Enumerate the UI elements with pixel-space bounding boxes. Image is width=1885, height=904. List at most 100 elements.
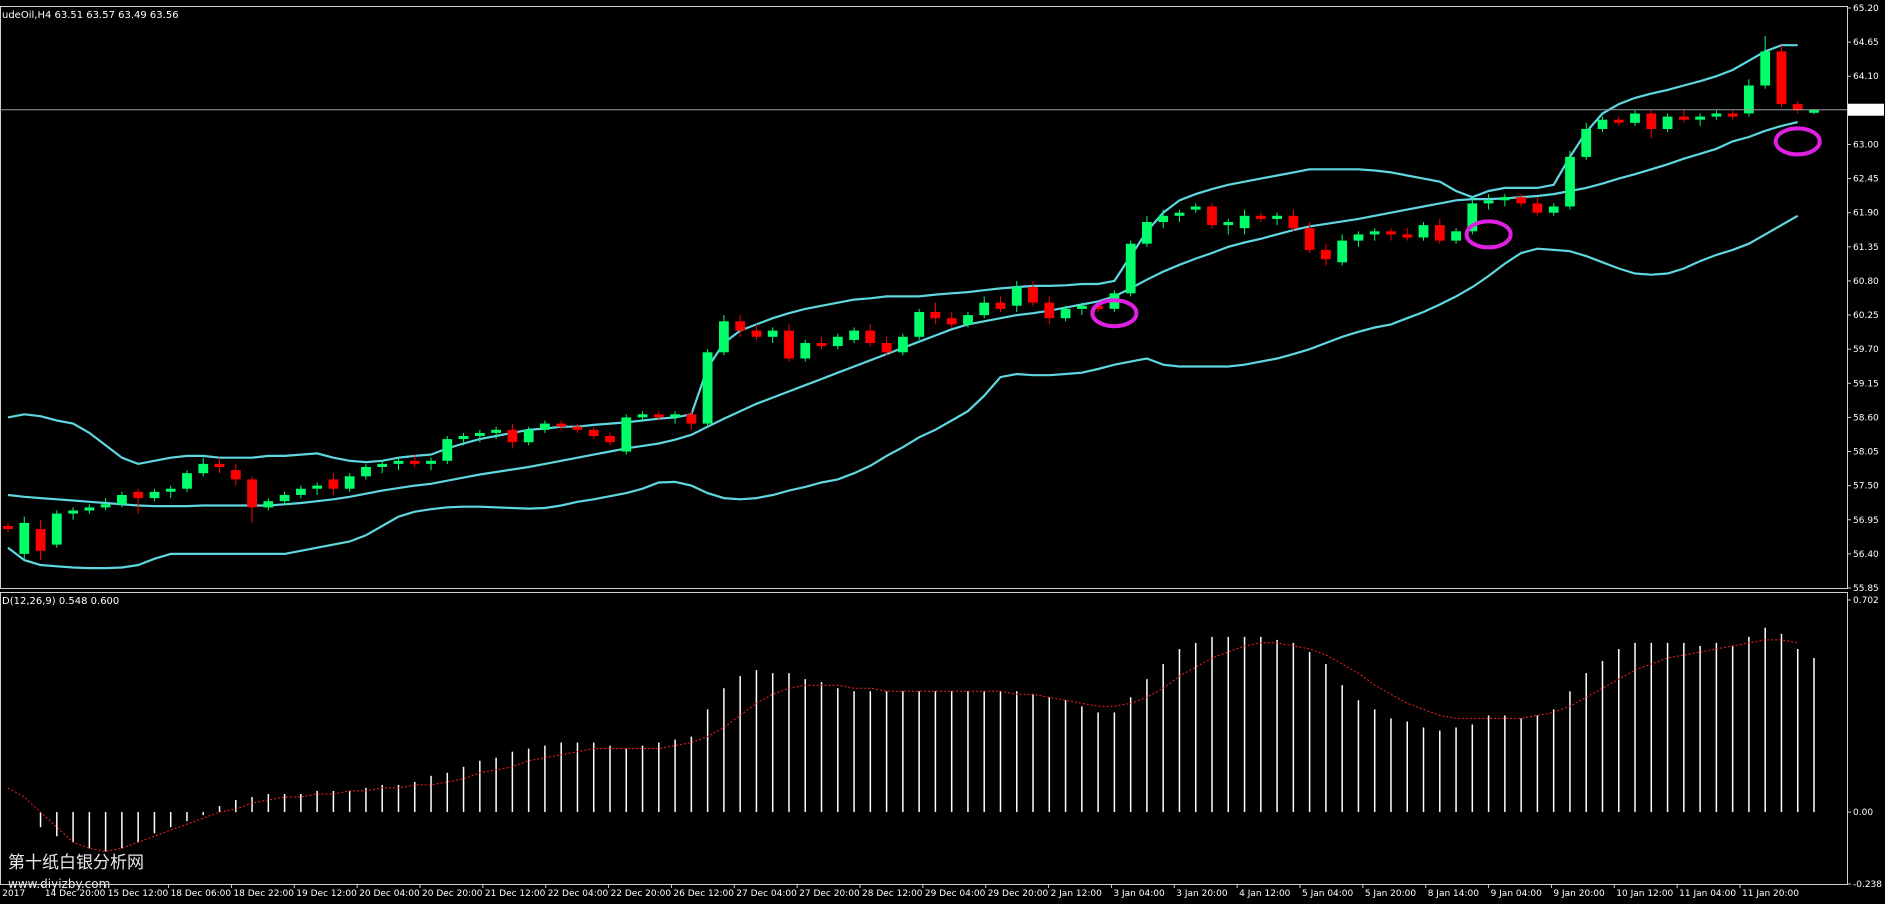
candle-body [946,318,957,325]
time-tick-label: 27 Dec 04:00 [736,889,797,899]
candle [556,420,567,430]
time-tick-label: 29 Dec 04:00 [925,889,986,899]
candle [1174,209,1185,223]
candle [914,308,925,340]
time-tick-label: 11 Jan 20:00 [1742,889,1799,899]
candle-body [1272,215,1282,219]
candle [1630,110,1640,126]
candle-body [1255,215,1266,219]
candle-body [1369,231,1380,235]
candle-body [1353,234,1364,241]
candle-body [914,312,925,337]
price-panel-frame [0,6,1848,589]
candle-body [117,495,127,505]
macd-signal-line [7,639,1798,852]
candle [1646,110,1657,139]
candle-body [719,321,729,353]
candle [784,324,794,362]
candle-body [1207,206,1217,226]
candle-body [361,467,371,477]
symbol-info-header: udeOil,H4 63.51 63.57 63.49 63.56 [2,10,179,21]
candle [1402,228,1413,241]
candle [51,510,62,548]
candle-body [963,315,973,325]
time-tick-label: 10 Jan 12:00 [1616,889,1673,899]
candle-body [1321,249,1331,260]
candle-body [35,529,46,551]
candle [963,311,973,328]
candle-body [1402,234,1413,238]
time-tick-label: 3 Jan 20:00 [1176,889,1228,899]
candle-body [1727,113,1738,117]
candlestick-series [3,35,1819,561]
price-tick-label: 60.25 [1853,311,1879,321]
candle [1190,203,1201,213]
candle [767,327,778,343]
highlight-circle [1090,298,1139,329]
candle-body [979,302,990,316]
time-tick-label: 8 Jan 14:00 [1428,889,1480,899]
macd-info-header: D(12,26,9) 0.548 0.600 [2,596,119,607]
candle [279,491,290,505]
candle [1288,209,1299,232]
candle [1613,116,1624,126]
candle-body [784,330,794,359]
candle [1483,194,1494,210]
candle [881,336,892,356]
candle-body [1451,231,1461,241]
candle [442,436,453,464]
watermark-title: 第十纸白银分析网 [8,853,144,873]
candle [1028,280,1038,306]
candle-body [19,522,30,554]
candle [1597,116,1608,133]
time-tick-label: 26 Dec 12:00 [673,889,734,899]
candle [377,460,388,474]
price-tick-label: 58.60 [1853,413,1879,423]
candle [572,423,583,433]
macd-tick-label: 0.702 [1853,596,1879,606]
time-tick-label: 20 Dec 20:00 [422,889,483,899]
candle [1239,209,1250,235]
watermark-url: www.diyizby.com [8,877,110,891]
candle [898,333,908,356]
candle [247,476,257,523]
time-tick-label: 9 Jan 20:00 [1553,889,1605,899]
candle-body [214,463,225,467]
price-tick-label: 56.40 [1853,550,1879,560]
candle [719,315,729,356]
candle [1516,194,1527,207]
candle [198,457,209,477]
candle-body [702,352,713,424]
candle-body [816,343,827,347]
macd-histogram [7,627,1815,852]
candle [670,411,680,424]
current-price-tag [1848,103,1884,116]
candle [865,324,876,347]
candle-body [1760,51,1771,86]
candle [344,473,355,492]
candle [491,426,501,440]
candle-body [1711,113,1722,117]
candle [1304,222,1315,254]
candle [35,519,46,561]
candle-body [1630,113,1640,123]
candle [1434,218,1445,244]
price-tick-label: 65.20 [1853,4,1879,14]
time-tick-label: 18 Dec 22:00 [233,889,294,899]
candle-body [1418,225,1429,238]
candle [1386,228,1396,241]
candle [1011,280,1022,312]
candle-body [409,460,420,464]
candle-body [1190,206,1201,210]
candle-body [930,312,941,319]
candle-body [393,460,404,464]
candle-body [1125,243,1136,294]
candle [230,463,241,486]
time-tick-label: 29 Dec 20:00 [988,889,1049,899]
candle [100,498,111,511]
candle [1337,234,1348,266]
candle-body [100,504,111,508]
candle [409,454,420,468]
candle-body [1776,51,1787,105]
